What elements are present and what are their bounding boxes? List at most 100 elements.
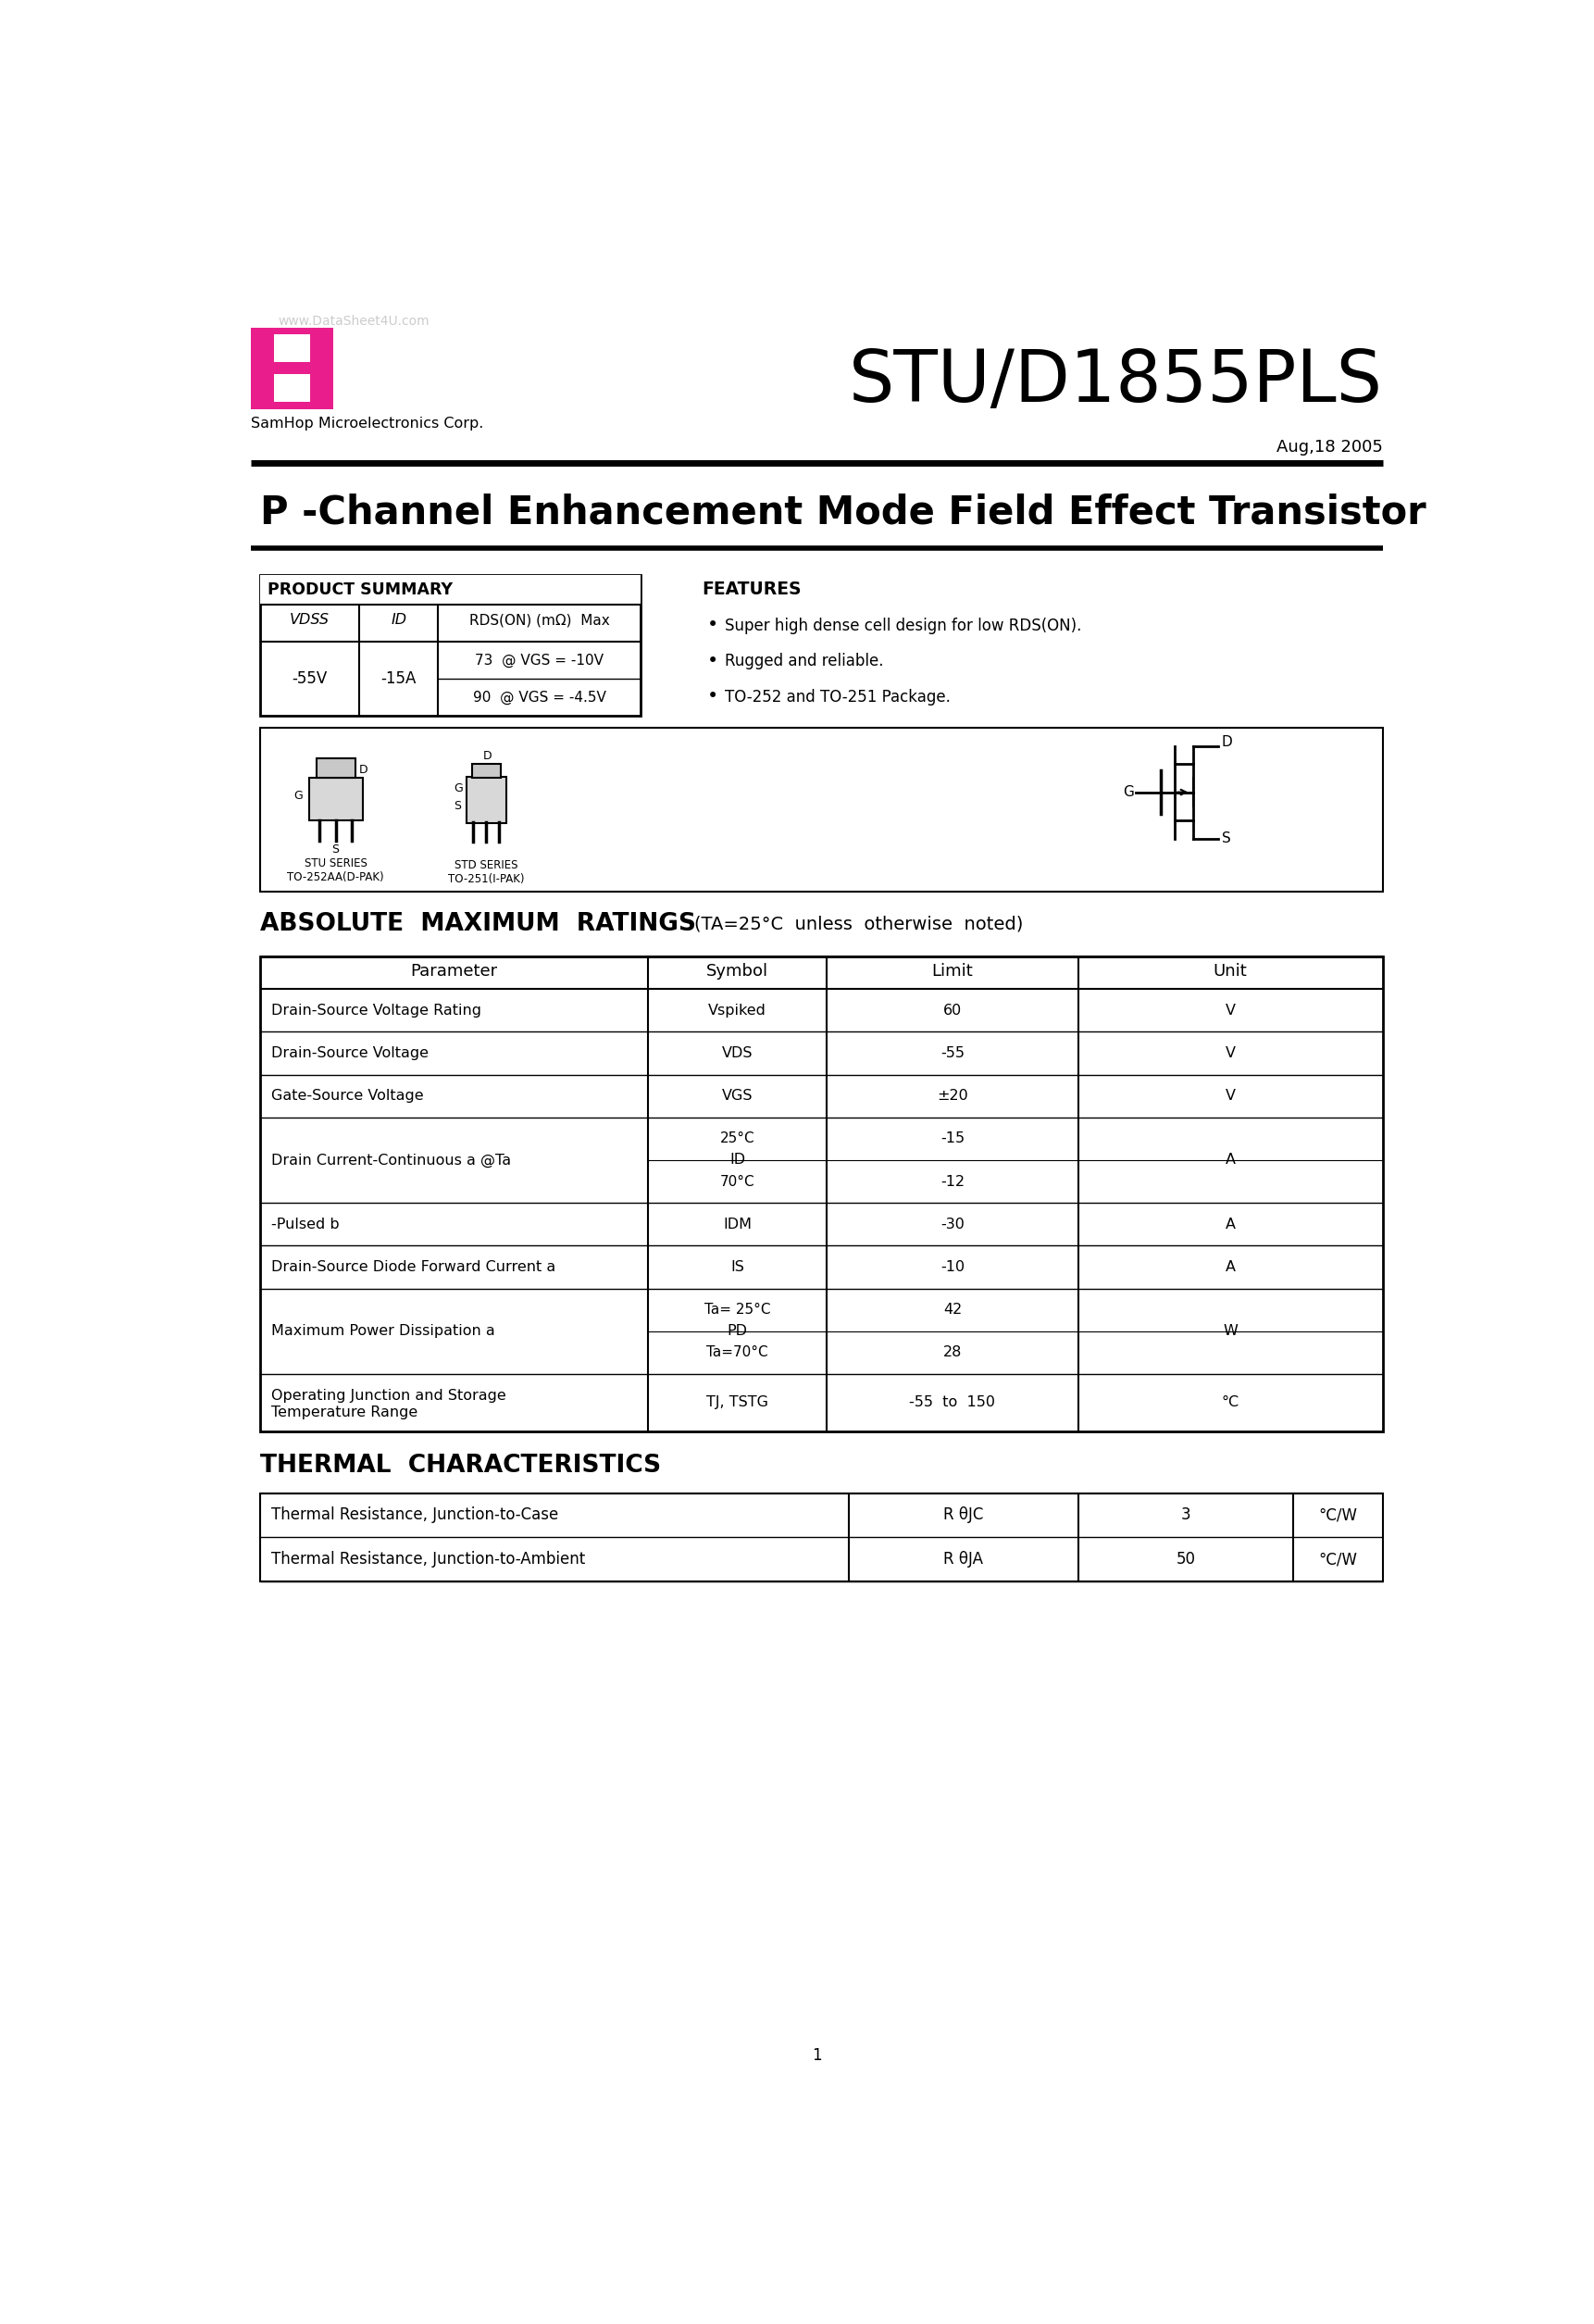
Text: V: V: [1226, 1004, 1235, 1018]
Text: ABSOLUTE  MAXIMUM  RATINGS: ABSOLUTE MAXIMUM RATINGS: [260, 911, 697, 937]
Text: TO-252 and TO-251 Package.: TO-252 and TO-251 Package.: [724, 688, 950, 706]
Text: -55: -55: [940, 1046, 964, 1060]
Text: Drain Current-Continuous a @Ta: Drain Current-Continuous a @Ta: [271, 1153, 510, 1167]
Text: Ta=70°C: Ta=70°C: [706, 1346, 768, 1360]
Text: A: A: [1226, 1260, 1235, 1274]
Text: °C/W: °C/W: [1318, 1506, 1356, 1525]
Text: THERMAL  CHARACTERISTICS: THERMAL CHARACTERISTICS: [260, 1455, 662, 1478]
Bar: [467, 776, 507, 823]
Text: Parameter: Parameter: [410, 964, 497, 981]
Text: -Pulsed b: -Pulsed b: [271, 1218, 340, 1232]
Text: A: A: [1226, 1218, 1235, 1232]
Text: STD SERIES
TO-251(I-PAK): STD SERIES TO-251(I-PAK): [448, 860, 524, 885]
Bar: [260, 955, 1384, 1432]
Text: 50: 50: [1176, 1550, 1196, 1569]
Text: -12: -12: [940, 1174, 964, 1188]
Text: 73  @ VGS = -10V: 73 @ VGS = -10V: [475, 653, 604, 667]
Text: Drain-Source Voltage Rating: Drain-Source Voltage Rating: [271, 1004, 481, 1018]
Text: VDS: VDS: [722, 1046, 752, 1060]
Text: Ta= 25°C: Ta= 25°C: [705, 1304, 770, 1318]
Text: Unit: Unit: [1213, 964, 1247, 981]
Text: 90  @ VGS = -4.5V: 90 @ VGS = -4.5V: [473, 690, 606, 704]
Text: STU/D1855PLS: STU/D1855PLS: [850, 346, 1384, 416]
Text: •: •: [708, 688, 719, 706]
Text: -30: -30: [940, 1218, 964, 1232]
Text: IDM: IDM: [724, 1218, 752, 1232]
Bar: [260, 574, 641, 604]
Bar: [258, 335, 327, 402]
Bar: [260, 574, 641, 716]
Text: VGS: VGS: [722, 1090, 752, 1104]
Bar: [258, 335, 274, 402]
Text: 70°C: 70°C: [720, 1174, 754, 1188]
Text: R θJC: R θJC: [944, 1506, 983, 1525]
Text: V: V: [1226, 1090, 1235, 1104]
Text: D: D: [483, 751, 491, 762]
Bar: [472, 765, 501, 779]
Text: Rugged and reliable.: Rugged and reliable.: [724, 653, 883, 669]
Text: Thermal Resistance, Junction-to-Ambient: Thermal Resistance, Junction-to-Ambient: [271, 1550, 585, 1569]
Text: -15: -15: [940, 1132, 964, 1146]
Text: °C/W: °C/W: [1318, 1550, 1356, 1569]
Text: VDSS: VDSS: [290, 614, 330, 627]
Text: TJ, TSTG: TJ, TSTG: [706, 1394, 768, 1408]
Text: RDS(ON) (mΩ)  Max: RDS(ON) (mΩ) Max: [469, 614, 609, 627]
Text: ±20: ±20: [937, 1090, 968, 1104]
Text: -55  to  150: -55 to 150: [910, 1394, 996, 1408]
Bar: [309, 779, 363, 820]
Text: Drain-Source Diode Forward Current a: Drain-Source Diode Forward Current a: [271, 1260, 555, 1274]
Text: -15A: -15A: [381, 672, 416, 688]
Text: Symbol: Symbol: [706, 964, 768, 981]
Text: P -Channel Enhancement Mode Field Effect Transistor: P -Channel Enhancement Mode Field Effect…: [260, 493, 1427, 532]
Bar: [260, 1492, 1384, 1580]
Text: STU SERIES
TO-252AA(D-PAK): STU SERIES TO-252AA(D-PAK): [287, 858, 384, 883]
Text: -55V: -55V: [292, 672, 327, 688]
Text: S: S: [454, 799, 461, 813]
Text: °C: °C: [1221, 1394, 1239, 1408]
Bar: [250, 328, 333, 409]
Text: S: S: [1221, 832, 1231, 846]
Text: PD: PD: [727, 1325, 748, 1339]
Text: 1: 1: [811, 2047, 823, 2064]
Bar: [260, 727, 1384, 892]
Text: FEATURES: FEATURES: [701, 581, 800, 597]
Text: Operating Junction and Storage: Operating Junction and Storage: [271, 1387, 505, 1401]
Text: Gate-Source Voltage: Gate-Source Voltage: [271, 1090, 424, 1104]
Text: Maximum Power Dissipation a: Maximum Power Dissipation a: [271, 1325, 494, 1339]
Text: Aug,18 2005: Aug,18 2005: [1277, 439, 1384, 456]
Text: ID: ID: [391, 614, 406, 627]
Text: 42: 42: [944, 1304, 961, 1318]
Text: www.DataSheet4U.com: www.DataSheet4U.com: [279, 314, 430, 328]
Text: PRODUCT SUMMARY: PRODUCT SUMMARY: [268, 581, 453, 600]
Text: Super high dense cell design for low RDS(ON).: Super high dense cell design for low RDS…: [724, 618, 1081, 634]
Bar: [274, 363, 311, 374]
Text: Thermal Resistance, Junction-to-Case: Thermal Resistance, Junction-to-Case: [271, 1506, 558, 1525]
Text: Drain-Source Voltage: Drain-Source Voltage: [271, 1046, 429, 1060]
Text: IS: IS: [730, 1260, 744, 1274]
Bar: [311, 335, 327, 402]
Text: 25°C: 25°C: [720, 1132, 754, 1146]
Text: 28: 28: [944, 1346, 961, 1360]
Text: •: •: [708, 651, 719, 669]
Text: SamHop Microelectronics Corp.: SamHop Microelectronics Corp.: [250, 416, 483, 430]
Text: G: G: [1122, 786, 1133, 799]
Text: W: W: [1223, 1325, 1237, 1339]
Text: -10: -10: [940, 1260, 964, 1274]
Text: 60: 60: [944, 1004, 961, 1018]
Text: R θJA: R θJA: [944, 1550, 983, 1569]
Text: Vspiked: Vspiked: [708, 1004, 767, 1018]
Text: A: A: [1226, 1153, 1235, 1167]
Text: 3: 3: [1181, 1506, 1191, 1525]
Text: S: S: [332, 844, 340, 855]
Bar: [316, 758, 355, 779]
Text: G: G: [293, 790, 303, 802]
Text: ID: ID: [730, 1153, 746, 1167]
Text: D: D: [359, 765, 368, 776]
Text: (TA=25°C  unless  otherwise  noted): (TA=25°C unless otherwise noted): [695, 916, 1023, 932]
Text: V: V: [1226, 1046, 1235, 1060]
Text: Limit: Limit: [932, 964, 974, 981]
Text: G: G: [454, 783, 462, 795]
Text: Temperature Range: Temperature Range: [271, 1406, 418, 1420]
Text: D: D: [1221, 734, 1232, 748]
Text: •: •: [708, 616, 719, 634]
